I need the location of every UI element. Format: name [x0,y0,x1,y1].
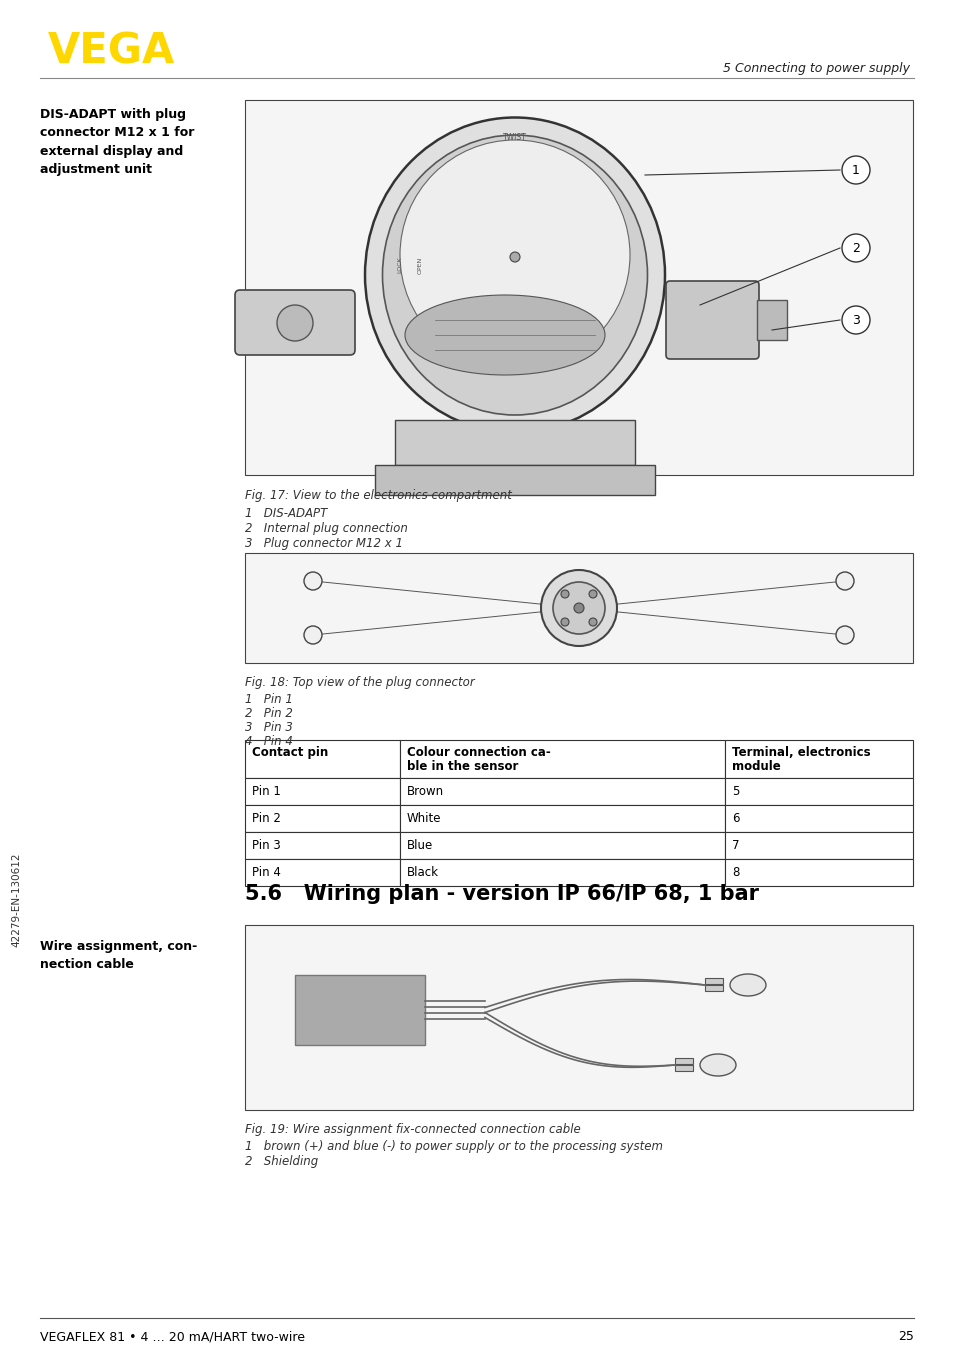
Text: 5: 5 [731,785,739,798]
Circle shape [510,252,519,263]
Bar [399,779,724,806]
Text: Contact pin: Contact pin [252,746,328,760]
Text: 42279-EN-130612: 42279-EN-130612 [11,853,21,948]
Text: 25: 25 [897,1330,913,1343]
Bar [375,464,655,496]
Text: 2: 2 [851,241,859,255]
Bar [724,741,912,779]
Bar [399,806,724,831]
Text: VEGAFLEX 81 • 4 … 20 mA/HART two-wire: VEGAFLEX 81 • 4 … 20 mA/HART two-wire [40,1330,305,1343]
Text: 1   DIS-ADAPT: 1 DIS-ADAPT [245,506,327,520]
Text: Fig. 18: Top view of the plug connector: Fig. 18: Top view of the plug connector [245,676,475,689]
FancyBboxPatch shape [234,290,355,355]
Bar [724,831,912,858]
Circle shape [540,570,617,646]
Ellipse shape [399,139,629,370]
Circle shape [304,626,322,645]
Text: Fig. 19: Wire assignment fix-connected connection cable: Fig. 19: Wire assignment fix-connected c… [245,1122,580,1136]
Text: 7: 7 [731,839,739,852]
Bar [245,806,399,831]
FancyBboxPatch shape [665,282,759,359]
Circle shape [841,156,869,184]
Circle shape [835,571,853,590]
Circle shape [560,590,568,598]
Ellipse shape [700,1053,735,1076]
Bar [675,1066,692,1071]
Text: Pin 4: Pin 4 [252,867,280,879]
Text: OPEN: OPEN [417,256,422,274]
Circle shape [588,590,597,598]
Text: Fig. 17: View to the electronics compartment: Fig. 17: View to the electronics compart… [245,489,512,502]
Text: Pin 3: Pin 3 [252,839,280,852]
Text: Black: Black [407,867,438,879]
Ellipse shape [382,135,647,414]
Circle shape [276,305,313,341]
Text: Blue: Blue [407,839,433,852]
Bar [245,779,399,806]
Circle shape [553,582,604,634]
Text: 6: 6 [731,812,739,825]
Text: White: White [407,812,441,825]
Text: 1   brown (+) and blue (-) to power supply or to the processing system: 1 brown (+) and blue (-) to power supply… [245,1140,662,1154]
Text: LOCK: LOCK [397,257,402,274]
Text: 3   Plug connector M12 x 1: 3 Plug connector M12 x 1 [245,538,402,550]
Text: 1: 1 [851,164,859,176]
Text: Colour connection ca-: Colour connection ca- [407,746,550,760]
Bar [757,301,786,340]
Text: TWIST: TWIST [502,134,526,142]
Bar [704,978,722,984]
Bar [245,552,912,663]
Circle shape [841,306,869,334]
Text: Pin 1: Pin 1 [252,785,280,798]
Ellipse shape [405,295,604,375]
Bar [245,925,912,1110]
Circle shape [304,571,322,590]
Bar [724,806,912,831]
Bar [294,975,424,1045]
Text: DIS-ADAPT with plug
connector M12 x 1 for
external display and
adjustment unit: DIS-ADAPT with plug connector M12 x 1 fo… [40,108,194,176]
Text: 2   Pin 2: 2 Pin 2 [245,707,293,720]
Bar [395,420,635,464]
Text: 4   Pin 4: 4 Pin 4 [245,735,293,747]
Bar [675,1057,692,1064]
Text: 3: 3 [851,314,859,326]
Text: Brown: Brown [407,785,444,798]
Text: 2   Shielding: 2 Shielding [245,1155,318,1169]
Text: ble in the sensor: ble in the sensor [407,760,517,773]
Text: Wire assignment, con-
nection cable: Wire assignment, con- nection cable [40,940,197,972]
Circle shape [835,626,853,645]
Text: Terminal, electronics: Terminal, electronics [731,746,870,760]
Text: module: module [731,760,780,773]
Bar [399,741,724,779]
Circle shape [588,617,597,626]
Text: 5.6   Wiring plan - version IP 66/IP 68, 1 bar: 5.6 Wiring plan - version IP 66/IP 68, 1… [245,884,759,904]
Text: 2   Internal plug connection: 2 Internal plug connection [245,523,408,535]
Text: 5 Connecting to power supply: 5 Connecting to power supply [722,62,909,74]
Bar [704,984,722,991]
Circle shape [560,617,568,626]
Bar [399,831,724,858]
Bar [399,858,724,886]
Circle shape [574,603,583,613]
Bar [724,779,912,806]
Text: 1   Pin 1: 1 Pin 1 [245,693,293,705]
Text: Pin 2: Pin 2 [252,812,280,825]
Bar [724,858,912,886]
Text: VEGA: VEGA [48,30,175,72]
Bar [245,741,399,779]
Text: 8: 8 [731,867,739,879]
Ellipse shape [365,118,664,432]
Bar [245,100,912,475]
Bar [245,831,399,858]
Bar [245,858,399,886]
Circle shape [841,234,869,263]
Ellipse shape [729,974,765,997]
Text: 3   Pin 3: 3 Pin 3 [245,720,293,734]
